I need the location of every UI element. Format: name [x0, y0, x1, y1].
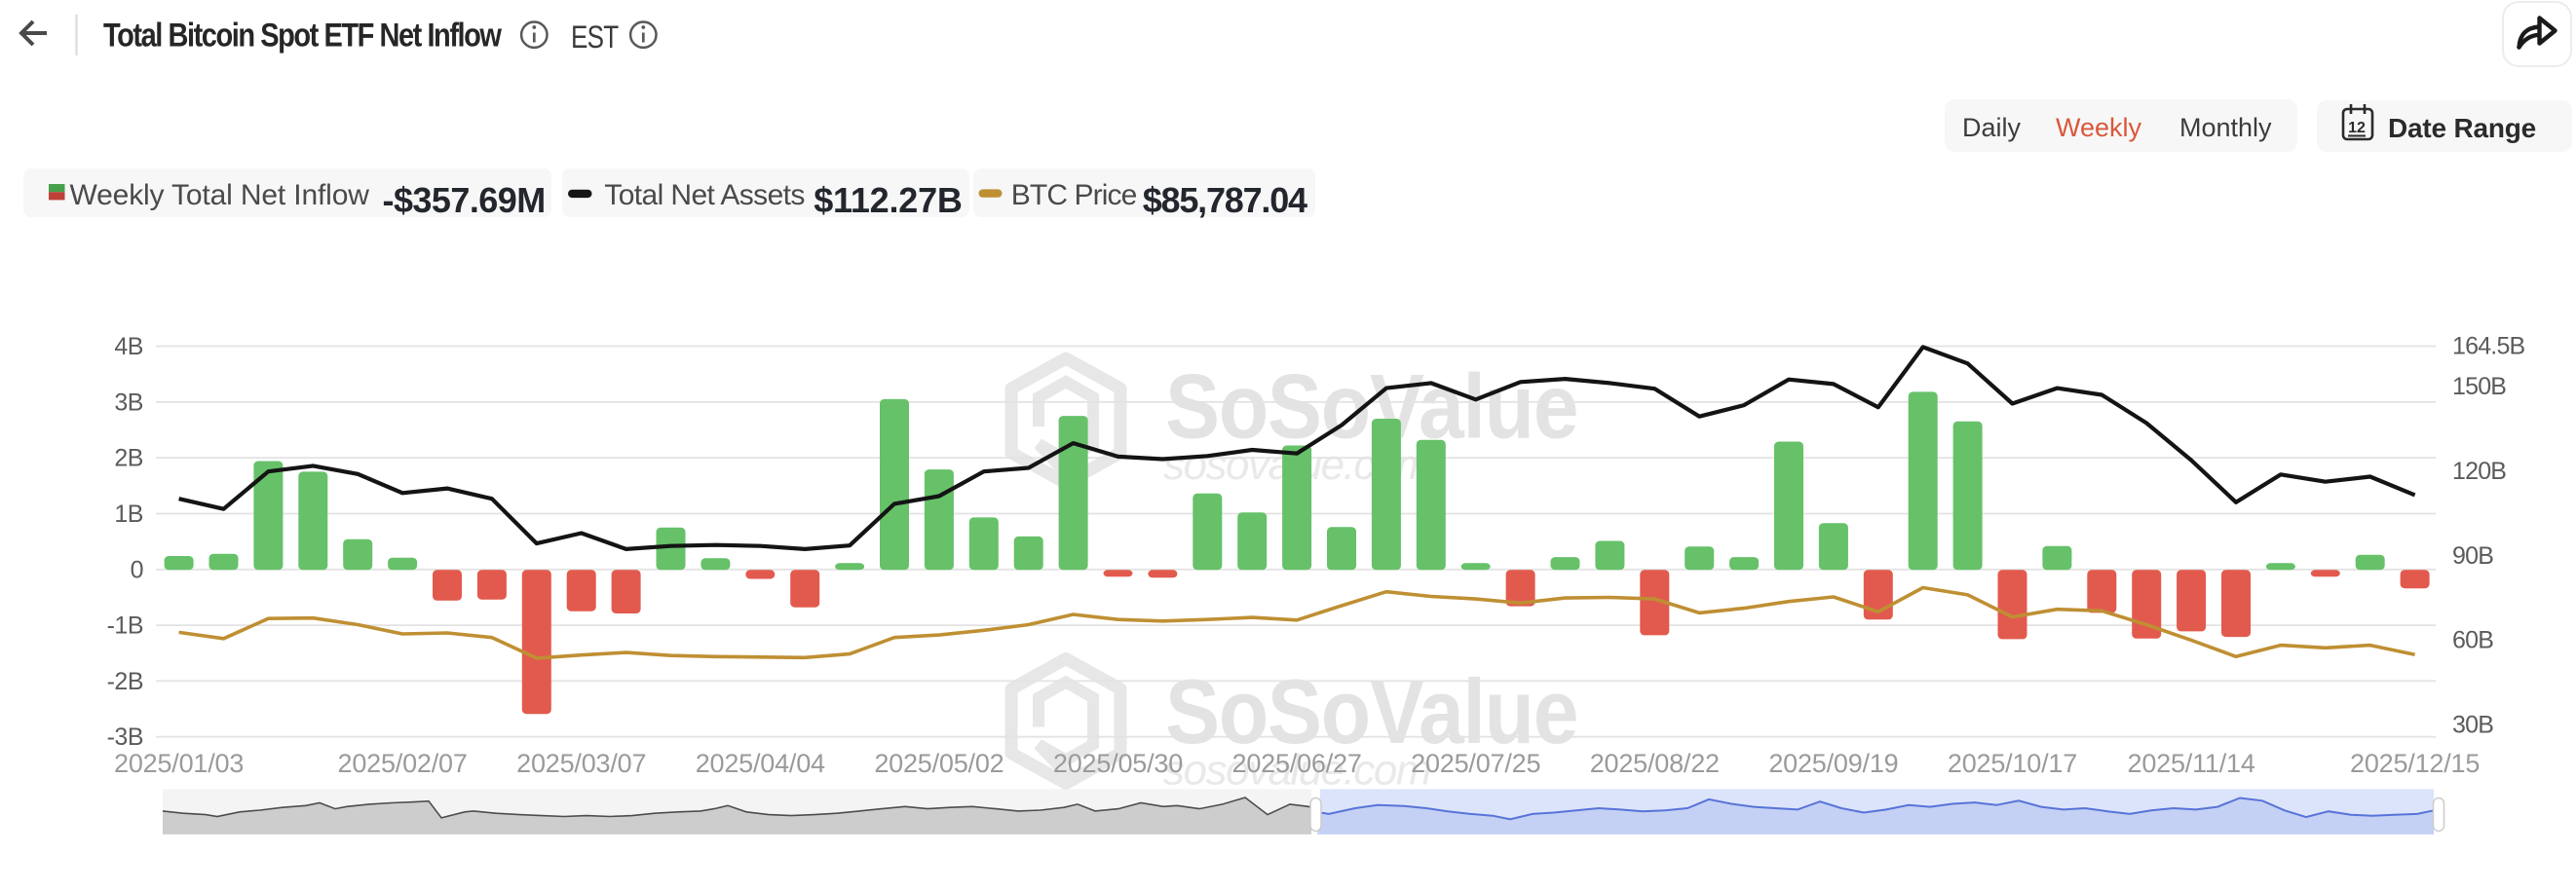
- svg-text:2025/07/25: 2025/07/25: [1411, 749, 1540, 778]
- svg-text:4B: 4B: [114, 333, 143, 360]
- svg-text:2025/01/03: 2025/01/03: [114, 749, 244, 778]
- svg-text:-3B: -3B: [107, 723, 143, 751]
- svg-text:2025/12/15: 2025/12/15: [2350, 749, 2480, 778]
- svg-text:3B: 3B: [114, 389, 143, 416]
- svg-text:2025/06/27: 2025/06/27: [1232, 749, 1362, 778]
- svg-text:2025/09/19: 2025/09/19: [1768, 749, 1898, 778]
- svg-text:150B: 150B: [2452, 373, 2506, 400]
- svg-text:2025/03/07: 2025/03/07: [516, 749, 646, 778]
- svg-text:120B: 120B: [2452, 458, 2506, 485]
- svg-text:2B: 2B: [114, 445, 143, 472]
- svg-text:90B: 90B: [2452, 542, 2493, 570]
- svg-text:1B: 1B: [114, 501, 143, 528]
- svg-text:2025/05/02: 2025/05/02: [874, 749, 1004, 778]
- svg-text:164.5B: 164.5B: [2452, 332, 2525, 359]
- svg-text:2025/11/14: 2025/11/14: [2128, 749, 2255, 778]
- svg-text:60B: 60B: [2452, 627, 2493, 654]
- svg-text:2025/08/22: 2025/08/22: [1590, 749, 1720, 778]
- svg-text:-1B: -1B: [107, 612, 143, 640]
- svg-text:-2B: -2B: [107, 668, 143, 695]
- svg-text:2025/05/30: 2025/05/30: [1053, 749, 1183, 778]
- svg-text:SoSoValue: SoSoValue: [1165, 659, 1577, 761]
- svg-text:2025/02/07: 2025/02/07: [338, 749, 468, 778]
- svg-text:12: 12: [2348, 120, 2366, 136]
- svg-text:0: 0: [131, 556, 143, 583]
- svg-text:2025/04/04: 2025/04/04: [696, 749, 825, 778]
- svg-text:2025/10/17: 2025/10/17: [1948, 749, 2077, 778]
- svg-text:sosovalue.com: sosovalue.com: [1163, 747, 1430, 795]
- svg-text:30B: 30B: [2452, 711, 2493, 738]
